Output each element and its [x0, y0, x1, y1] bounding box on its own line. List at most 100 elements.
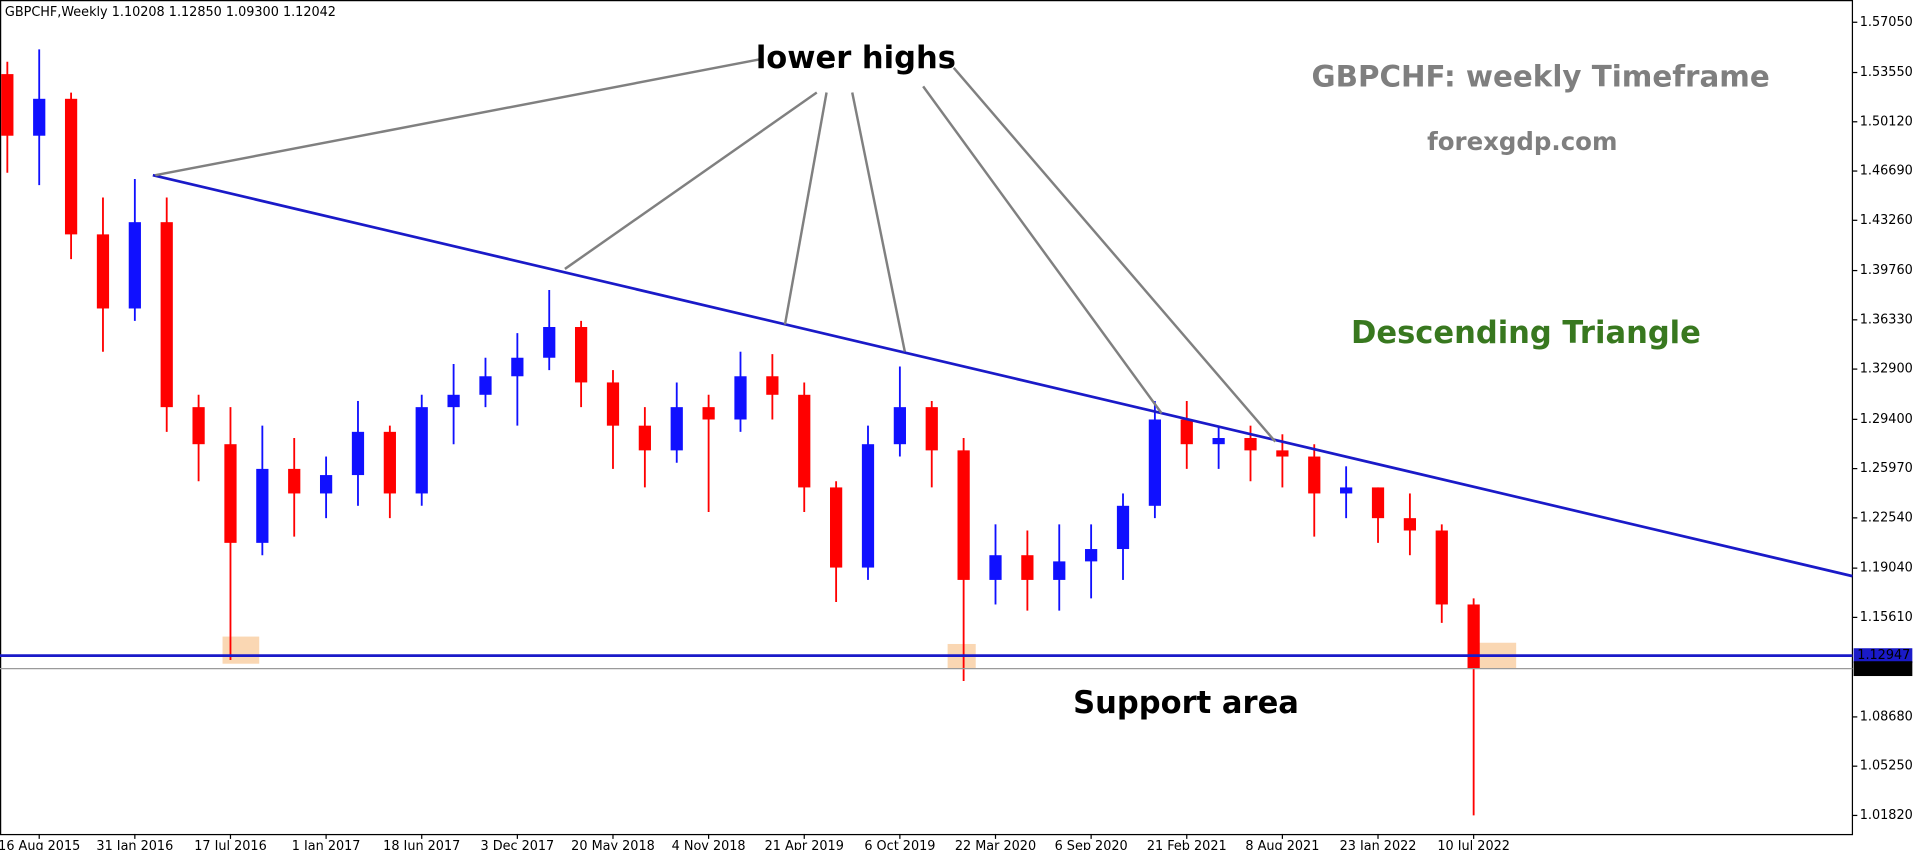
pointer-line: [564, 91, 818, 270]
candle-body: [734, 376, 747, 420]
candle-body: [1340, 487, 1353, 494]
pointer-line: [783, 92, 828, 325]
descending-trendline: [152, 173, 1853, 578]
candle-body: [861, 444, 875, 568]
candle-body: [319, 475, 333, 494]
candle-body: [670, 407, 683, 451]
annotation: Descending Triangle: [1351, 316, 1701, 351]
candle-body: [1371, 487, 1385, 519]
candle-body: [957, 450, 970, 580]
x-tick-label: 21 Feb 2021: [1147, 839, 1227, 850]
x-tick-label: 3 Dec 2017: [480, 839, 554, 850]
y-tick-label: 1.19040: [1860, 561, 1913, 576]
candle-body: [574, 327, 588, 383]
candle-body: [288, 468, 301, 494]
candle-body: [798, 394, 811, 488]
pointer-lines: [155, 58, 1277, 443]
candle-body: [1, 74, 14, 136]
candle-body: [256, 468, 269, 543]
candle-body: [1212, 438, 1225, 445]
y-tick-label: 1.29400: [1860, 412, 1913, 427]
price-tag: [1853, 648, 1913, 664]
candle-body: [192, 407, 205, 445]
y-tick-label: 1.01820: [1860, 808, 1913, 823]
plot-frame: [0, 0, 1854, 836]
candle-body: [893, 407, 906, 445]
pointer-line: [952, 67, 1277, 443]
y-tick-label: 1.50120: [1860, 114, 1913, 129]
y-tick-label: 1.36330: [1860, 312, 1913, 327]
support-highlight: [222, 636, 260, 664]
y-tick-label: 1.39760: [1860, 263, 1913, 278]
y-tick-label: 1.46690: [1860, 164, 1913, 179]
y-tick-label: 1.25970: [1860, 461, 1913, 476]
x-tick-label: 22 Mar 2020: [955, 839, 1036, 850]
candle-body: [1244, 438, 1257, 451]
candle-body: [606, 382, 620, 426]
annotation: lower highs: [756, 41, 956, 76]
candle-body: [351, 431, 365, 476]
x-tick-label: 31 Jan 2016: [96, 839, 173, 850]
x-tick-label: 16 Aug 2015: [0, 839, 80, 850]
candle-body: [1308, 456, 1321, 494]
pointer-line: [155, 58, 761, 177]
candles: [1, 49, 1480, 816]
candle-body: [1053, 561, 1066, 580]
candle-body: [160, 222, 173, 408]
symbol-header: GBPCHF,Weekly 1.10208 1.12850 1.09300 1.…: [5, 5, 336, 20]
y-tick-label: 1.15610: [1860, 610, 1913, 625]
candle-body: [64, 98, 78, 235]
price-tag: [1853, 661, 1913, 677]
candle-body: [224, 444, 237, 543]
chart-subtitle: forexgdp.com: [1427, 127, 1617, 156]
y-tick-label: 1.08680: [1860, 709, 1913, 724]
candle-body: [1403, 518, 1417, 531]
candle-body: [96, 234, 110, 309]
y-tick-label: 1.53550: [1860, 65, 1913, 80]
candle-body: [479, 376, 492, 395]
candle-body: [1148, 419, 1161, 506]
x-tick-label: 10 Jul 2022: [1437, 839, 1510, 850]
candle-body: [702, 407, 715, 420]
candle-body: [1021, 555, 1034, 580]
candle-body: [415, 407, 428, 494]
y-tick-label: 1.32900: [1860, 362, 1913, 377]
x-tick-label: 8 Aug 2021: [1245, 839, 1319, 850]
candle-body: [766, 376, 779, 395]
x-tick-label: 1 Jan 2017: [292, 839, 361, 850]
candle-body: [511, 357, 524, 377]
chart-title: GBPCHF: weekly Timeframe: [1312, 59, 1770, 93]
x-tick-label: 17 Jul 2016: [194, 839, 267, 850]
x-tick-label: 6 Oct 2019: [864, 839, 935, 850]
candle-body: [1085, 549, 1098, 562]
pointer-line: [922, 85, 1163, 415]
candle-body: [638, 425, 651, 451]
y-tick-label: 1.22540: [1860, 510, 1913, 525]
y-tick-label: 1.05250: [1860, 759, 1913, 774]
candle-body: [1467, 604, 1480, 669]
candle-body: [1435, 530, 1448, 605]
candle-body: [33, 98, 46, 136]
candle-body: [447, 394, 460, 408]
x-tick-label: 21 Apr 2019: [765, 839, 844, 850]
x-tick-label: 20 May 2018: [571, 839, 655, 850]
y-tick-label: 1.57050: [1860, 15, 1913, 30]
candle-body: [1276, 450, 1289, 457]
candle-body: [1116, 505, 1130, 550]
support-label: 1.12947: [1857, 648, 1910, 663]
last-price-label: 1.12042: [1857, 661, 1910, 676]
x-tick-label: 6 Sep 2020: [1055, 839, 1128, 850]
candle-body: [989, 555, 1002, 580]
candle-body: [830, 487, 843, 568]
candle-body: [383, 431, 396, 494]
y-tick-label: 1.43260: [1860, 213, 1913, 228]
x-tick-label: 18 Jun 2017: [383, 839, 460, 850]
pointer-line: [851, 92, 907, 352]
candle-body: [925, 407, 938, 451]
annotation: Support area: [1073, 686, 1299, 721]
x-tick-label: 23 Jan 2022: [1340, 839, 1417, 850]
candle-body: [128, 222, 141, 309]
